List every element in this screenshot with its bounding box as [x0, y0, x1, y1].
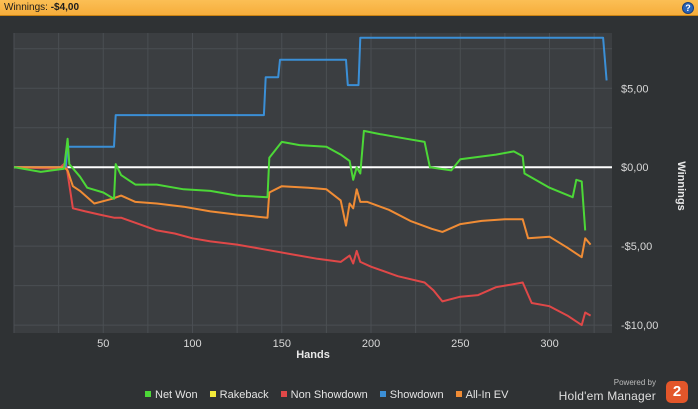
- y-tick-label: -$5,00: [621, 241, 652, 253]
- series-line-net-won: [13, 129, 587, 231]
- legend-all-in-ev-label: All-In EV: [465, 389, 509, 401]
- showdown-swatch: [379, 391, 386, 397]
- net-won-swatch: [145, 391, 151, 397]
- non-showdown-swatch: [280, 391, 287, 397]
- legend-non-showdown[interactable]: Non Showdown: [280, 389, 368, 401]
- y-axis: $5,00 $0,00 -$5,00 -$10,00: [621, 83, 658, 332]
- x-tick-label: 200: [362, 338, 380, 350]
- header-bar: Winnings: -$4,00 ?: [0, 0, 698, 16]
- winnings-title: Winnings: -$4,00: [4, 2, 79, 14]
- winnings-chart: 50 100 150 200 250 300 $5,00 $0,00 -$5,00 -$10,0…: [13, 33, 687, 361]
- legend-all-in-ev[interactable]: All-In EV: [455, 389, 509, 401]
- all-in-ev-swatch: [455, 391, 462, 397]
- legend-rakeback-label: Rakeback: [219, 389, 269, 401]
- winnings-label: Winnings:: [4, 2, 48, 13]
- x-tick-label: 50: [97, 338, 109, 350]
- legend-showdown[interactable]: Showdown: [379, 389, 444, 401]
- series-line-all-in-ev: [14, 166, 592, 259]
- x-tick-label: 300: [540, 338, 558, 350]
- chart-legend: Net Won Rakeback Non Showdown Showdown A…: [145, 389, 517, 403]
- chart-lines: [13, 36, 608, 327]
- x-axis: 50 100 150 200 250 300: [97, 338, 559, 350]
- x-axis-title: Hands: [296, 349, 330, 361]
- help-icon[interactable]: ?: [682, 2, 694, 14]
- powered-by-text: Powered by: [613, 378, 656, 387]
- x-tick-label: 150: [273, 338, 291, 350]
- legend-showdown-label: Showdown: [389, 389, 444, 401]
- product-name: Hold'em Manager: [558, 389, 656, 403]
- legend-non-showdown-label: Non Showdown: [290, 389, 368, 401]
- y-axis-title: Winnings: [675, 161, 687, 210]
- legend-rakeback[interactable]: Rakeback: [209, 389, 269, 401]
- x-tick-label: 250: [451, 338, 469, 350]
- y-tick-label: $5,00: [621, 83, 649, 95]
- legend-net-won[interactable]: Net Won: [145, 389, 198, 401]
- legend-net-won-label: Net Won: [155, 389, 198, 401]
- plot-area: [14, 33, 612, 333]
- winnings-value: -$4,00: [50, 2, 80, 13]
- y-tick-label: -$10,00: [621, 320, 658, 332]
- version-badge: 2: [666, 381, 688, 403]
- y-tick-label: $0,00: [621, 162, 649, 174]
- rakeback-swatch: [209, 391, 216, 397]
- series-line-non-showdown: [13, 161, 592, 327]
- x-tick-label: 100: [183, 338, 201, 350]
- brand-logo: Powered by Hold'em Manager 2: [538, 378, 688, 406]
- series-line-showdown: [14, 36, 608, 169]
